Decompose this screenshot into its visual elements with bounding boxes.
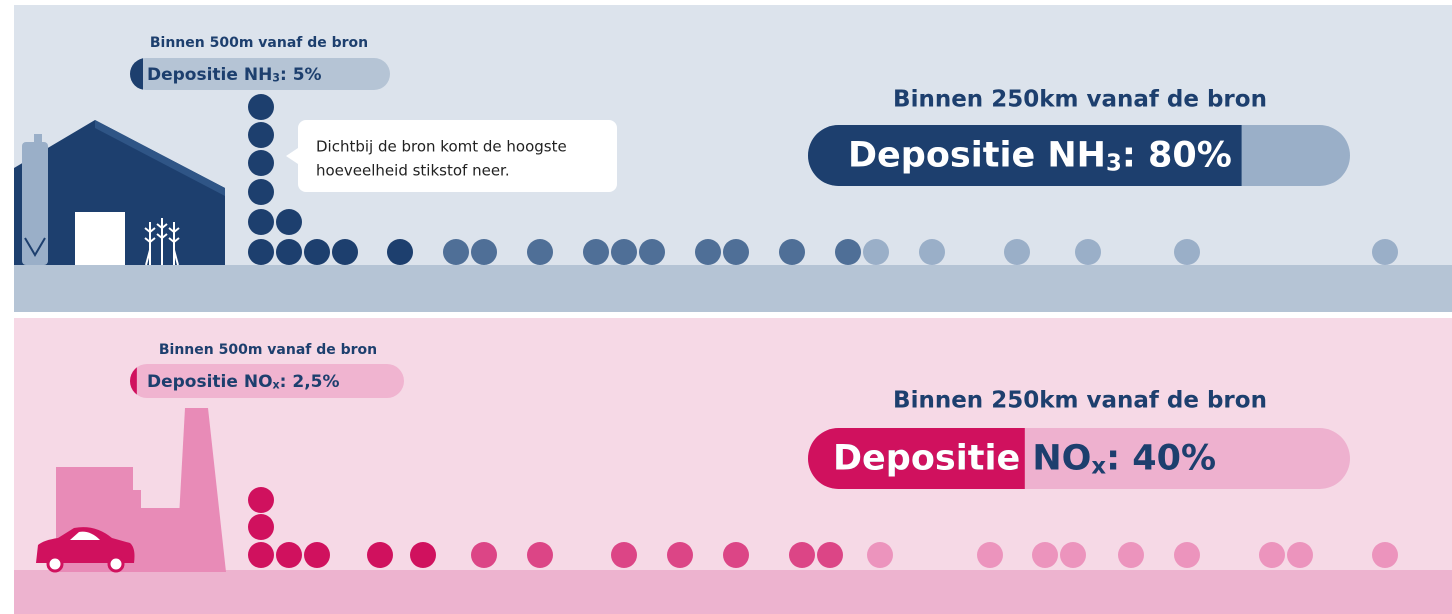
- deposition-dot: [471, 239, 497, 265]
- deposition-dot: [471, 542, 497, 568]
- deposition-dot: [611, 542, 637, 568]
- near-heading: Binnen 500m vanaf de bron: [150, 35, 368, 51]
- deposition-dot: [387, 239, 413, 265]
- deposition-dot: [1259, 542, 1285, 568]
- label-separator: :: [280, 372, 293, 392]
- near-heading: Binnen 500m vanaf de bron: [159, 342, 377, 358]
- deposition-dot: [977, 542, 1003, 568]
- deposition-dot: [583, 239, 609, 265]
- label-value: 5%: [293, 65, 322, 85]
- deposition-dot: [1118, 542, 1144, 568]
- label-separator: :: [1122, 136, 1148, 176]
- label-separator: :: [280, 65, 293, 85]
- far-heading: Binnen 250km vanaf de bron: [893, 87, 1267, 113]
- deposition-dot: [867, 542, 893, 568]
- label-value: 2,5%: [292, 372, 339, 392]
- deposition-dot: [248, 150, 274, 176]
- deposition-dot: [248, 514, 274, 540]
- ground: [14, 570, 1452, 614]
- deposition-dot: [639, 239, 665, 265]
- deposition-dot: [304, 542, 330, 568]
- deposition-dot: [248, 122, 274, 148]
- deposition-dot: [919, 239, 945, 265]
- pill: Depositie NH3: 80%Depositie NH3: 80%: [808, 125, 1350, 186]
- deposition-dot: [276, 239, 302, 265]
- callout-text: Dichtbij de bron komt de hoogste: [316, 138, 567, 156]
- deposition-dot: [248, 94, 274, 120]
- deposition-dot: [1372, 239, 1398, 265]
- deposition-dot: [443, 239, 469, 265]
- pill: Depositie NOx: 40%Depositie NOx: 40%: [808, 428, 1350, 489]
- label-value: 40%: [1132, 439, 1216, 479]
- deposition-dot: [1004, 239, 1030, 265]
- label-separator: :: [1106, 439, 1132, 479]
- pill-label-overlay: Depositie NH3: 80%: [848, 136, 1232, 177]
- deposition-dot: [723, 239, 749, 265]
- deposition-dot: [248, 209, 274, 235]
- label-subscript: x: [273, 378, 280, 391]
- deposition-dot: [1060, 542, 1086, 568]
- deposition-dot: [1372, 542, 1398, 568]
- deposition-dot: [276, 209, 302, 235]
- pill-label: Depositie NH3: 80%: [848, 136, 1232, 177]
- callout: [286, 120, 617, 192]
- deposition-dot: [611, 239, 637, 265]
- ground: [14, 265, 1452, 312]
- deposition-dot: [863, 239, 889, 265]
- label-prefix: Depositie: [833, 439, 1032, 479]
- label-subscript: 3: [272, 71, 280, 84]
- deposition-dot: [667, 542, 693, 568]
- deposition-dot: [1287, 542, 1313, 568]
- label-prefix: Depositie NH: [147, 65, 272, 85]
- label-value: 80%: [1148, 136, 1232, 176]
- deposition-dot: [1032, 542, 1058, 568]
- callout-text: hoeveelheid stikstof neer.: [316, 162, 510, 180]
- deposition-dot: [276, 542, 302, 568]
- deposition-dot: [835, 239, 861, 265]
- deposition-dot: [1075, 239, 1101, 265]
- pill: Depositie NOx: 2,5%Depositie NOx: 2,5%: [130, 364, 404, 398]
- pill-label: Depositie NH3: 5%: [147, 65, 322, 85]
- deposition-dot: [723, 542, 749, 568]
- deposition-dot: [1174, 239, 1200, 265]
- deposition-dot: [1174, 542, 1200, 568]
- deposition-dot: [248, 239, 274, 265]
- label-gas: NO: [1032, 439, 1091, 479]
- label-subscript: x: [1091, 453, 1106, 479]
- deposition-dot: [248, 179, 274, 205]
- label-prefix: Depositie NH: [848, 136, 1106, 176]
- deposition-dot: [248, 542, 274, 568]
- label-subscript: 3: [1106, 150, 1122, 176]
- label-prefix: Depositie NO: [147, 372, 273, 392]
- deposition-dot: [789, 542, 815, 568]
- deposition-dot: [332, 239, 358, 265]
- deposition-dot: [367, 542, 393, 568]
- deposition-dot: [779, 239, 805, 265]
- deposition-dot: [817, 542, 843, 568]
- far-heading: Binnen 250km vanaf de bron: [893, 388, 1267, 414]
- deposition-dot: [410, 542, 436, 568]
- deposition-dot: [527, 542, 553, 568]
- deposition-dot: [695, 239, 721, 265]
- deposition-dot: [527, 239, 553, 265]
- infographic: Binnen 500m vanaf de bron Depositie NH3: …: [0, 0, 1452, 614]
- pill-label: Depositie NOx: 2,5%: [147, 372, 340, 392]
- pill: Depositie NH3: 5%Depositie NH3: 5%: [130, 58, 390, 90]
- deposition-dot: [304, 239, 330, 265]
- deposition-dot: [248, 487, 274, 513]
